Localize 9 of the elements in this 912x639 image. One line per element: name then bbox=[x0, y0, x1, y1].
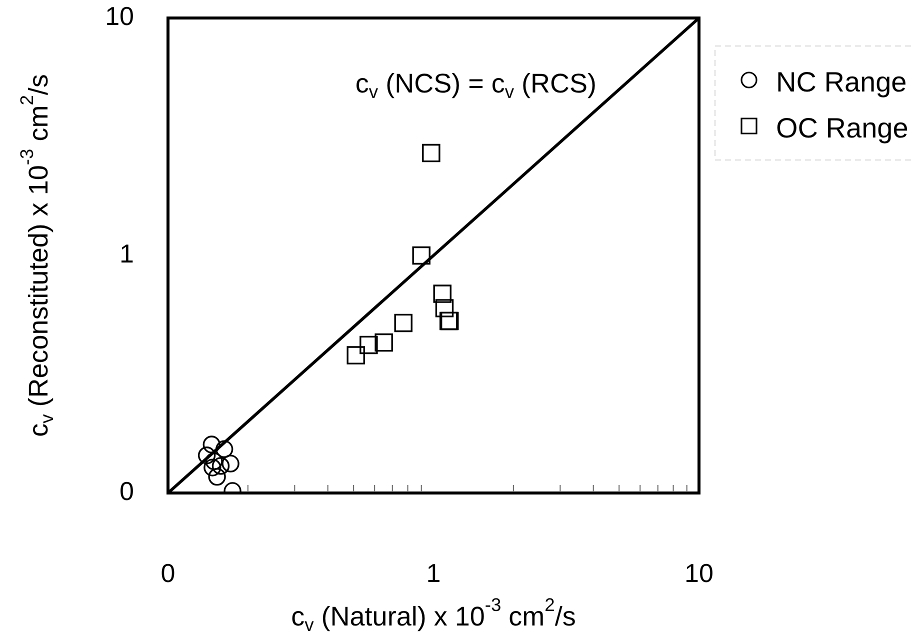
x-tick-label: 1 bbox=[426, 558, 441, 588]
x-tick-label: 0 bbox=[160, 558, 176, 588]
legend-label: NC Range bbox=[776, 66, 907, 98]
y-tick-label: 0 bbox=[120, 476, 134, 506]
legend-label: OC Range bbox=[776, 112, 908, 144]
y-tick-label: 1 bbox=[120, 238, 134, 269]
x-tick-label: 10 bbox=[684, 558, 714, 588]
y-tick-label: 10 bbox=[105, 1, 134, 32]
y-axis-title: cv (Reconstituted) x 10-3 cm2/s bbox=[16, 74, 58, 437]
